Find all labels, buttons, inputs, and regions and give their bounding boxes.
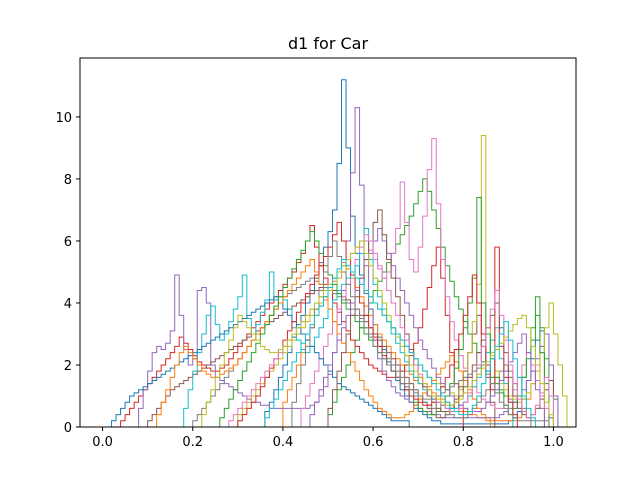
chart-title: d1 for Car: [288, 34, 368, 53]
histogram-series-17: [291, 240, 554, 427]
x-tick-label: 1.0: [543, 435, 564, 450]
axes-frame: [79, 57, 577, 428]
y-tick-label: 2: [64, 359, 72, 374]
y-tick-label: 0: [64, 421, 72, 436]
plot-area: [111, 79, 568, 427]
x-tick-label: 0.0: [92, 435, 113, 450]
axes-layer: 0.0 0.2 0.4 0.6 0.8 1.0 0 2 4 6 8 10: [55, 57, 577, 450]
y-tick-label: 8: [64, 173, 72, 188]
histogram-series-5: [147, 283, 496, 427]
histogram-series-10: [111, 296, 410, 427]
histogram-series-19: [264, 259, 536, 427]
x-tick-label: 0.2: [182, 435, 203, 450]
histogram-series-16: [228, 234, 554, 427]
histogram-series-15: [327, 209, 554, 427]
histogram-series-14: [309, 228, 545, 427]
series-layer: [111, 79, 568, 427]
y-tick-label: 4: [64, 297, 72, 312]
histogram-series-13: [237, 221, 518, 427]
x-tick-label: 0.8: [453, 435, 474, 450]
y-tick-label: 6: [64, 235, 72, 250]
x-tick-label: 0.4: [273, 435, 294, 450]
histogram-series-4: [138, 107, 559, 427]
y-tick-label: 10: [55, 111, 72, 126]
histogram-series-18: [201, 240, 554, 427]
x-tick-label: 0.6: [363, 435, 384, 450]
